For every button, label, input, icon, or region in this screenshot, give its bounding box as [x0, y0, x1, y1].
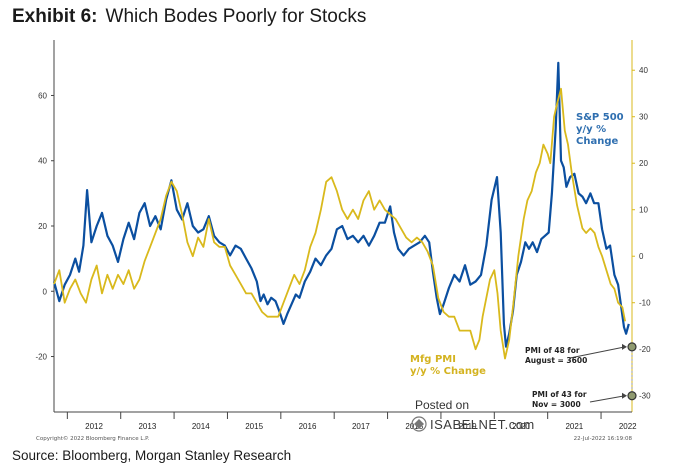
pmi-label-line: Mfg PMI	[410, 354, 456, 365]
sp500-label-line: y/y %	[576, 124, 606, 135]
chart-title: Exhibit 6: Which Bodes Poorly for Stocks	[12, 6, 366, 28]
pmi-line	[53, 87, 626, 360]
right-tick-label: -20	[639, 345, 651, 354]
watermark-posted-on: Posted on	[415, 398, 469, 412]
x-tick-label: 2022	[619, 422, 637, 431]
left-tick-label: 60	[38, 91, 47, 100]
exhibit-label: Exhibit 6:	[12, 6, 98, 27]
x-tick-label: 2019	[459, 422, 477, 431]
x-tick-label: 2018	[405, 422, 423, 431]
x-tick-label: 2015	[245, 422, 263, 431]
annotation-arrow-head	[622, 392, 627, 399]
left-tick-label: -20	[35, 353, 47, 362]
projection-point	[627, 342, 637, 352]
x-tick-label: 2017	[352, 422, 370, 431]
annotation-text: PMI of 43 for	[532, 390, 587, 399]
annotation-arrow-shaft	[569, 346, 626, 359]
exhibit-title: Which Bodes Poorly for Stocks	[105, 6, 367, 27]
x-tick-label: 2013	[138, 422, 156, 431]
source-note: Source: Bloomberg, Morgan Stanley Resear…	[12, 448, 292, 463]
annotation-text: Nov = 3000	[532, 400, 581, 409]
x-tick-label: 2021	[565, 422, 583, 431]
right-tick-label: -10	[639, 299, 651, 308]
sp500-line	[52, 61, 630, 348]
left-tick-label: 40	[38, 157, 47, 166]
x-tick-label: 2014	[192, 422, 210, 431]
right-tick-label: 30	[639, 113, 648, 122]
right-tick-label: 0	[639, 252, 644, 261]
right-tick-label: -30	[639, 392, 651, 401]
pmi-label-line: y/y % Change	[410, 366, 486, 377]
x-tick-label: 2016	[299, 422, 317, 431]
watermark-site: ISABELNET.com	[430, 417, 535, 432]
x-tick-label: 2012	[85, 422, 103, 431]
right-tick-label: 10	[639, 206, 648, 215]
right-tick-label: 20	[639, 159, 648, 168]
sp500-label-line: Change	[576, 136, 618, 147]
annotation-text: PMI of 48 for	[525, 346, 580, 355]
annotation-arrow-shaft	[589, 395, 626, 403]
copyright-text: Copyright© 2022 Bloomberg Finance L.P.	[36, 435, 150, 442]
watermark-logo	[411, 416, 427, 432]
sp500-label-line: S&P 500	[576, 112, 624, 123]
right-tick-label: 40	[639, 66, 648, 75]
watermark-logo-mark	[414, 419, 424, 429]
x-tick-label: 2020	[512, 422, 530, 431]
annotation-arrow-head	[622, 343, 627, 350]
left-tick-label: 0	[43, 287, 48, 296]
footer-date: 22-Jul-2022 16:19:08	[574, 436, 633, 442]
projection-point	[627, 391, 637, 401]
left-tick-label: 20	[38, 222, 47, 231]
annotation-text: August = 3600	[525, 356, 587, 365]
